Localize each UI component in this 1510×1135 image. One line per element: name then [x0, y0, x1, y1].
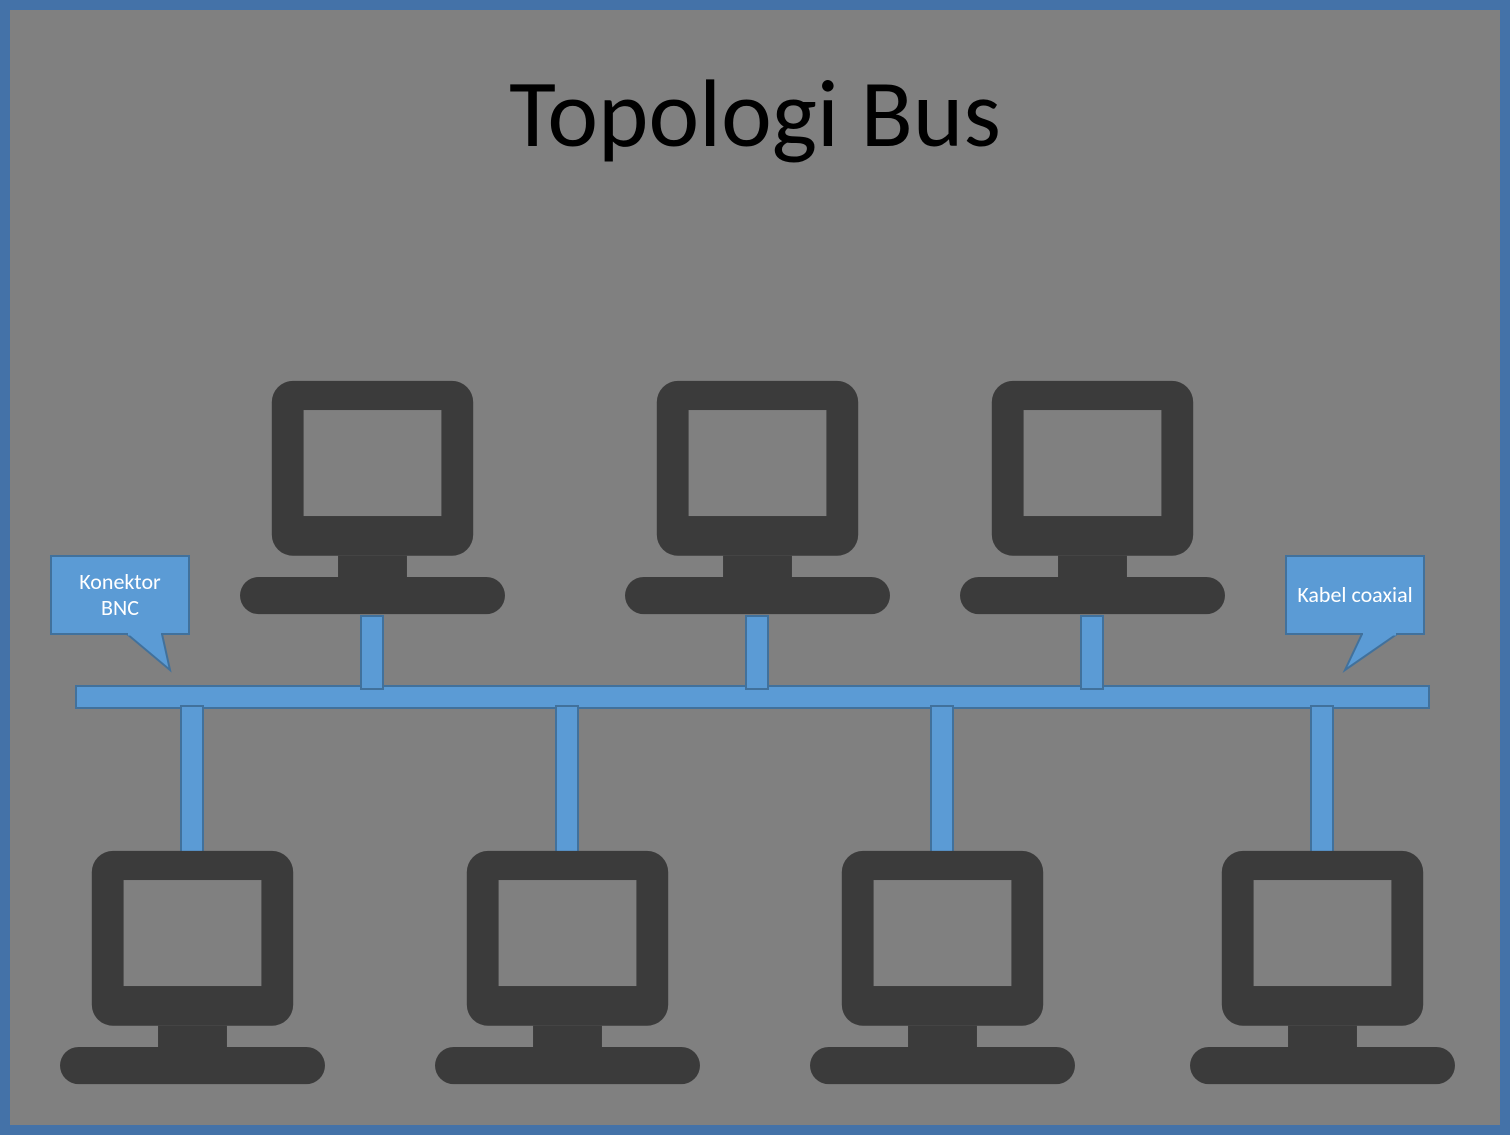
drop-line-5	[1080, 615, 1104, 690]
laptop-bottom-3	[1190, 850, 1455, 1085]
laptop-top-1	[625, 380, 890, 615]
callout-bnc: Konektor BNC	[50, 555, 190, 635]
drop-line-3	[745, 615, 769, 690]
callout-coaxial-label: Kabel coaxial	[1297, 582, 1412, 608]
drop-line-1	[360, 615, 384, 690]
callout-bnc-label: Konektor BNC	[58, 569, 182, 622]
laptop-bottom-0	[60, 850, 325, 1085]
drop-line-4	[930, 705, 954, 855]
laptop-bottom-2	[810, 850, 1075, 1085]
diagram-title: Topologi Bus	[0, 55, 1510, 172]
laptop-top-2	[960, 380, 1225, 615]
drop-line-2	[555, 705, 579, 855]
drop-line-0	[180, 705, 204, 855]
laptop-top-0	[240, 380, 505, 615]
laptop-bottom-1	[435, 850, 700, 1085]
callout-coaxial: Kabel coaxial	[1285, 555, 1425, 635]
drop-line-6	[1310, 705, 1334, 855]
